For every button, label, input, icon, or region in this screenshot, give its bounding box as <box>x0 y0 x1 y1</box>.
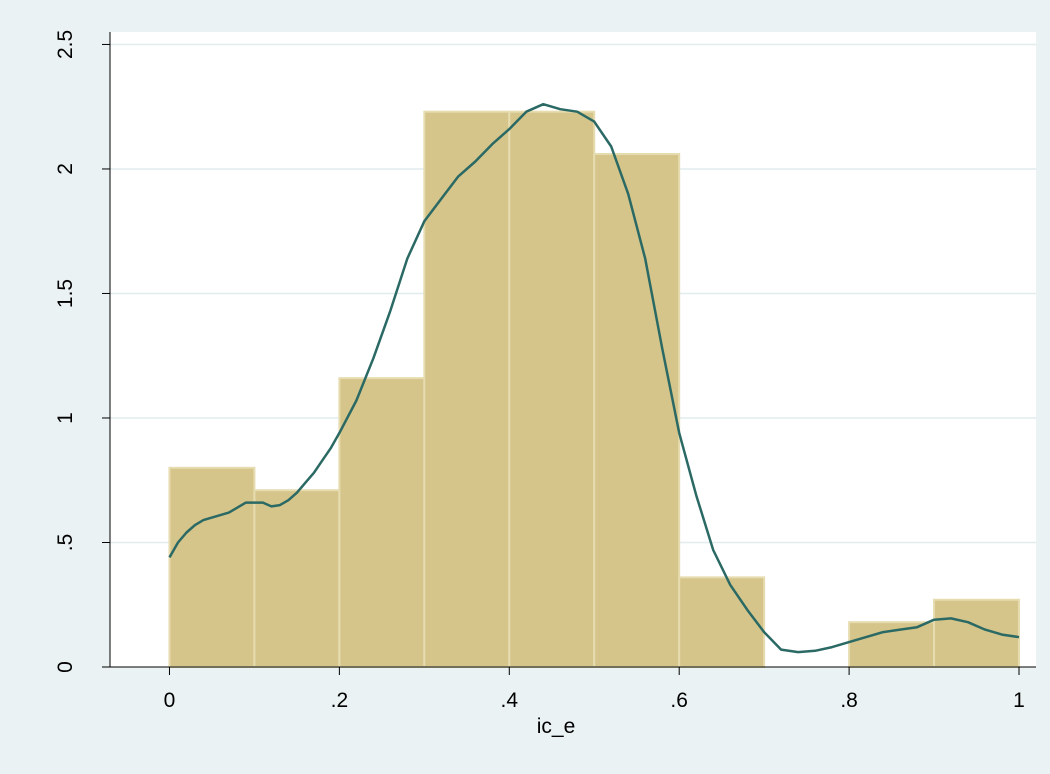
y-tick-label-1: .5 <box>54 534 77 552</box>
x-tick-label-5: 1 <box>1013 689 1025 712</box>
histogram-bar-2 <box>338 377 426 668</box>
histogram-bar-3 <box>423 110 511 668</box>
y-tick-label-5: 2.5 <box>54 30 77 59</box>
histogram-bar-8 <box>848 621 936 668</box>
x-tick-label-1: .2 <box>331 689 349 712</box>
x-axis-label: ic_e <box>537 715 576 738</box>
histogram-bar-9 <box>933 598 1021 668</box>
histogram-bars <box>168 110 1021 669</box>
histogram-bar-5 <box>593 153 681 669</box>
x-tick-label-2: .4 <box>501 689 519 712</box>
y-tick-label-4: 2 <box>54 163 77 175</box>
y-tick-label-3: 1.5 <box>54 279 77 308</box>
axes <box>109 32 1036 668</box>
histogram-bar-4 <box>508 110 596 668</box>
histogram-bar-1 <box>253 489 341 668</box>
x-tick-label-0: 0 <box>164 689 176 712</box>
x-tick-label-3: .6 <box>670 689 688 712</box>
x-ticks: 0 .2 .4 .6 .8 1 <box>164 667 1025 712</box>
y-ticks: 0 .5 1 1.5 2 2.5 <box>54 30 110 673</box>
y-tick-label-2: 1 <box>54 412 77 424</box>
histogram-bar-6 <box>678 576 766 669</box>
kernel-density-curve <box>168 102 1020 654</box>
x-tick-label-4: .8 <box>840 689 858 712</box>
histogram-bar-0 <box>168 466 256 668</box>
density-curve-layer <box>168 102 1020 654</box>
y-tick-label-0: 0 <box>54 661 77 673</box>
